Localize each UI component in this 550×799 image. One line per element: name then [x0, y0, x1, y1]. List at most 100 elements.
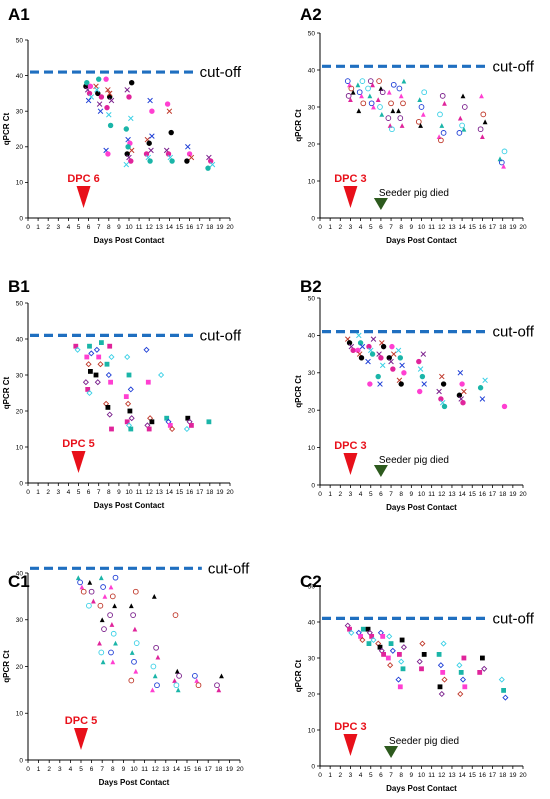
x-tick-label: 9 [410, 224, 414, 231]
data-point [149, 133, 155, 139]
data-point [356, 332, 362, 339]
x-tick-label: 19 [509, 491, 517, 498]
data-point [385, 655, 391, 661]
data-point [347, 626, 352, 632]
data-point [436, 388, 442, 395]
x-tick-label: 13 [448, 224, 456, 231]
y-tick-label: 10 [308, 727, 316, 734]
data-point [108, 379, 113, 385]
data-point [96, 101, 103, 107]
data-point [129, 80, 135, 86]
data-point [87, 83, 94, 89]
data-point [109, 426, 114, 432]
data-point [498, 676, 505, 683]
data-point [108, 649, 114, 656]
data-point [401, 370, 407, 376]
x-tick-label: 11 [428, 772, 435, 779]
seeder-died-label: Seeder pig died [379, 188, 449, 199]
y-tick-label: 30 [308, 104, 316, 111]
data-point [479, 396, 486, 402]
data-point [106, 90, 113, 97]
data-point [100, 659, 106, 665]
x-tick-label: 10 [418, 772, 426, 779]
data-point [126, 94, 132, 100]
data-point [459, 122, 465, 129]
data-point [461, 126, 467, 132]
x-tick-label: 8 [399, 491, 403, 498]
data-point [379, 362, 386, 369]
data-point [149, 108, 155, 114]
y-tick-label: 10 [16, 711, 24, 718]
x-tick-label: 6 [87, 224, 91, 231]
data-point [80, 588, 87, 595]
data-point [105, 87, 111, 93]
data-point [77, 579, 83, 586]
x-tick-label: 3 [56, 224, 60, 231]
data-point [415, 118, 422, 125]
x-tick-label: 6 [379, 772, 383, 779]
x-tick-label: 18 [499, 224, 507, 231]
panel-label: C1 [8, 572, 30, 591]
y-tick-label: 30 [16, 109, 24, 116]
data-point [365, 358, 371, 365]
data-point [377, 644, 383, 650]
inoculation-label: DPC 5 [62, 438, 94, 450]
data-point [158, 371, 165, 379]
data-point [365, 85, 371, 92]
x-tick-label: 2 [338, 491, 342, 498]
data-point [108, 97, 115, 104]
data-point [368, 100, 375, 107]
y-tick-label: 20 [308, 408, 316, 415]
data-point [94, 379, 101, 386]
x-tick-label: 14 [458, 491, 466, 498]
y-tick-label: 40 [16, 336, 24, 343]
seeder-died-marker-icon [373, 198, 388, 210]
x-tick-label: 15 [176, 224, 184, 231]
data-point [482, 377, 488, 384]
x-tick-label: 19 [509, 224, 517, 231]
x-tick-label: 17 [489, 772, 497, 779]
x-tick-label: 12 [438, 772, 446, 779]
data-point [86, 389, 93, 397]
data-point [152, 673, 158, 679]
data-point [127, 408, 133, 414]
x-tick-label: 18 [499, 772, 507, 779]
data-point [113, 640, 118, 646]
x-tick-label: 2 [338, 224, 342, 231]
data-point [175, 687, 181, 693]
x-tick-label: 17 [196, 489, 204, 496]
data-point [88, 369, 93, 374]
data-point [146, 426, 152, 432]
x-axis-title: Days Post Contact [386, 784, 457, 793]
data-point [112, 574, 119, 581]
data-point [103, 76, 109, 82]
data-point [344, 78, 351, 84]
data-point [367, 381, 373, 387]
data-point [480, 111, 487, 118]
y-tick-label: 10 [308, 178, 316, 185]
x-tick-label: 20 [519, 491, 527, 498]
panel-label: A1 [8, 5, 30, 24]
x-tick-label: 19 [226, 766, 234, 773]
data-point [419, 373, 426, 380]
data-point [479, 93, 484, 99]
data-point [366, 641, 372, 646]
data-point [398, 93, 404, 99]
x-tick-label: 3 [56, 489, 60, 496]
data-point [458, 670, 464, 675]
data-point [460, 400, 466, 406]
data-point [477, 385, 484, 391]
data-point [501, 163, 506, 169]
x-tick-label: 9 [410, 491, 414, 498]
x-tick-label: 0 [318, 491, 322, 498]
x-tick-label: 18 [499, 491, 507, 498]
data-point [377, 381, 383, 387]
data-point [390, 366, 396, 372]
data-point [184, 158, 190, 164]
data-point [501, 403, 508, 410]
data-point [421, 89, 428, 96]
x-tick-label: 10 [418, 224, 426, 231]
x-tick-label: 8 [399, 772, 403, 779]
x-tick-label: 2 [46, 224, 50, 231]
data-point [87, 343, 92, 349]
